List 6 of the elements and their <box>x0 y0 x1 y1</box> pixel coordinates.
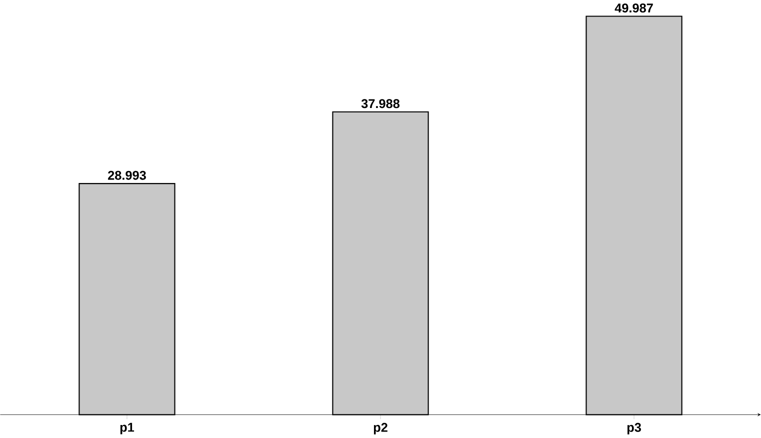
data-label: 49.987 <box>614 4 653 13</box>
x-tick-label: p2 <box>374 422 388 434</box>
data-label: 28.993 <box>108 170 146 180</box>
data-label: 37.988 <box>361 99 400 108</box>
x-tick-label: p1 <box>120 422 134 434</box>
x-tick-label: p3 <box>627 422 641 434</box>
